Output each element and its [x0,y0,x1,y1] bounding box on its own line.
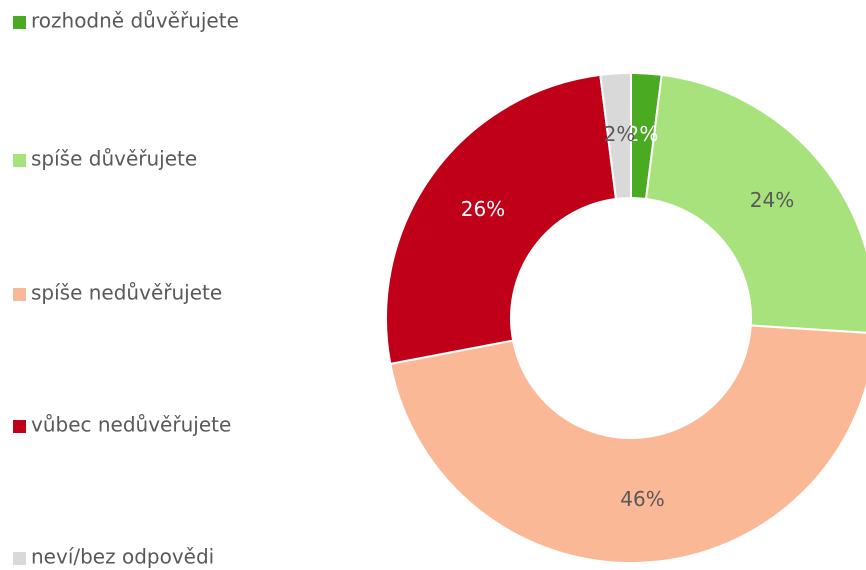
legend-swatch [13,16,26,29]
legend-swatch [13,288,26,301]
legend-label: rozhodně důvěřujete [31,9,239,33]
donut-segment [385,73,618,366]
donut-segment [389,324,866,564]
legend-swatch [13,420,26,433]
data-label: 2% [627,122,659,146]
legend-label: neví/bez odpovědi [31,545,214,569]
legend-swatch [13,154,26,167]
data-label: 2% [604,122,636,146]
data-label: 24% [750,188,794,212]
legend-label: spíše důvěřujete [31,147,197,171]
legend-label: spíše nedůvěřujete [31,281,222,305]
data-label: 46% [620,487,664,511]
legend-label: vůbec nedůvěřujete [31,413,231,437]
legend-swatch [13,552,26,565]
data-label: 26% [461,197,505,221]
donut-segment [599,71,632,201]
donut-segment [644,73,866,334]
